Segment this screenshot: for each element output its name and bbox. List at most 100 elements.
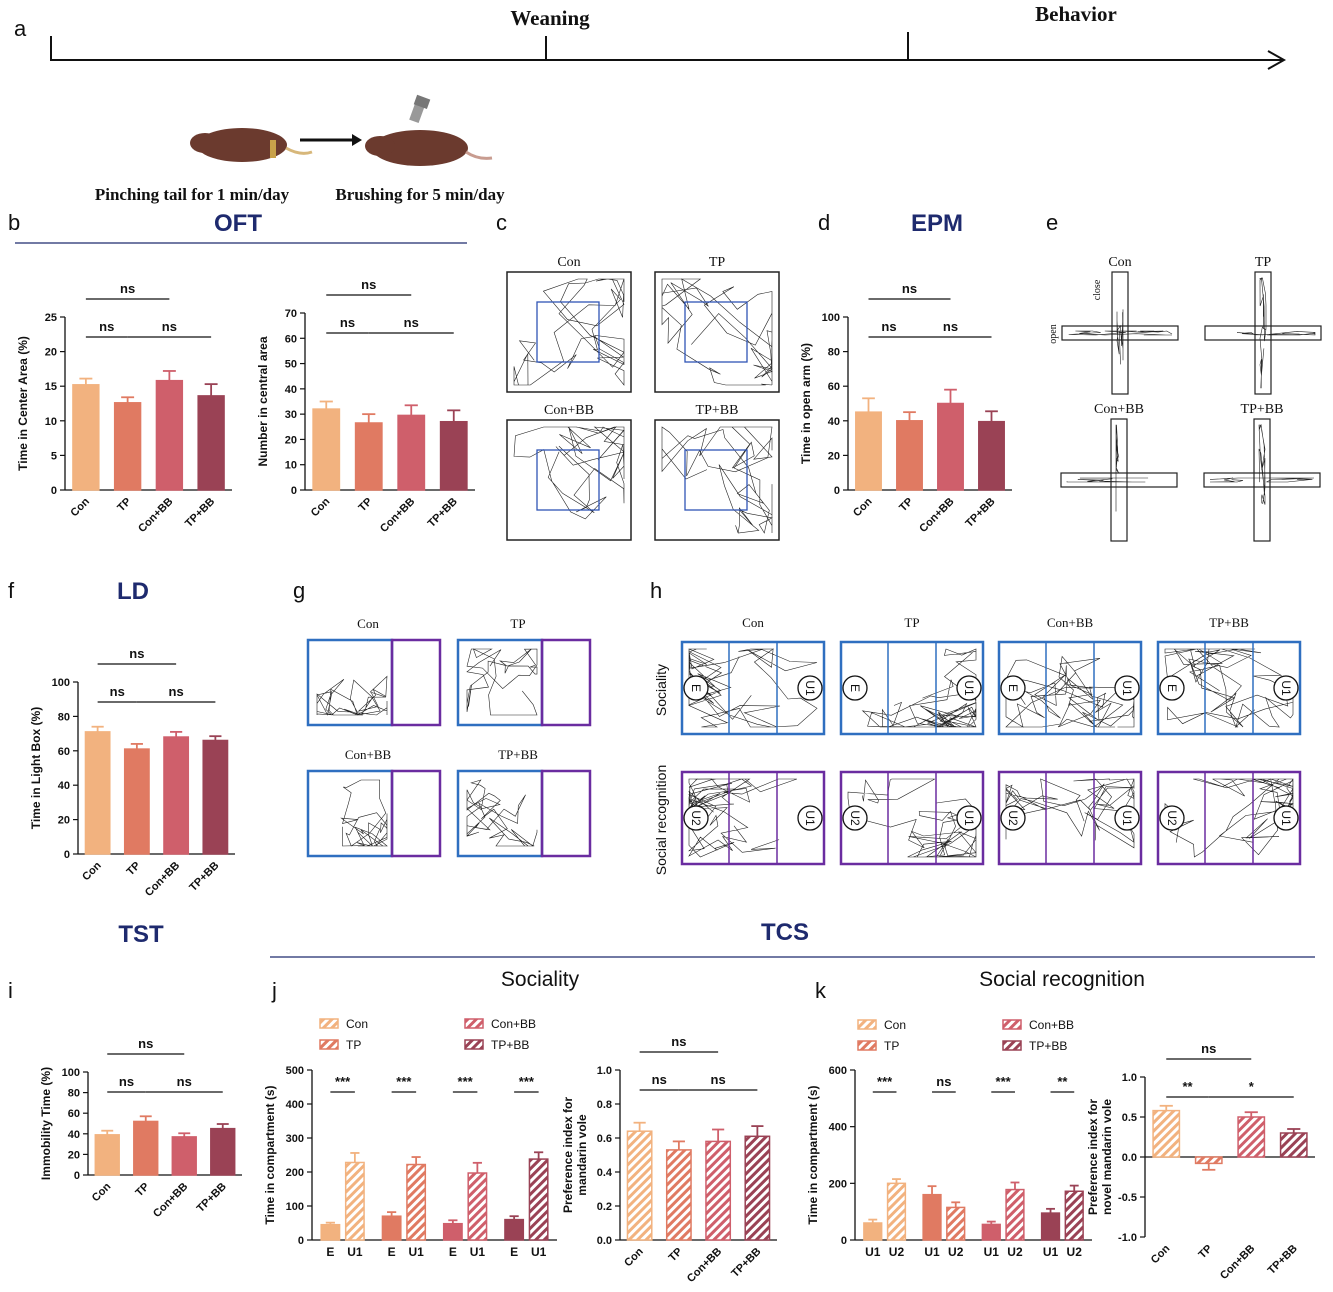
x-tick-label: U1 — [865, 1245, 881, 1259]
y-tick-label: 0.6 — [597, 1133, 612, 1145]
x-tick-label: Con+BB — [151, 1181, 190, 1220]
y-tick-label: 40 — [58, 780, 70, 792]
x-tick-label: TP — [1196, 1243, 1214, 1261]
bar — [744, 1135, 771, 1241]
cage — [956, 675, 982, 701]
bar — [163, 736, 190, 855]
y-axis-label: Time in open arm (%) — [799, 343, 813, 464]
bar — [467, 1172, 488, 1241]
dark-box — [540, 638, 592, 727]
sig-label: ns — [881, 319, 896, 334]
y-tick-label: 60 — [68, 1108, 80, 1120]
track-path — [1116, 309, 1124, 365]
x-tick-label: U2 — [1007, 1245, 1023, 1259]
x-tick-label: U2 — [948, 1245, 964, 1259]
legend-swatch — [319, 1018, 339, 1029]
y-tick-label: 60 — [285, 333, 297, 345]
legend-swatch — [857, 1019, 877, 1030]
legend-swatch — [857, 1040, 877, 1051]
bar — [886, 1182, 907, 1241]
y-tick-label: 400 — [829, 1122, 847, 1134]
chamber-box — [680, 640, 826, 736]
y-tick-label: 0 — [841, 1235, 847, 1247]
bar — [123, 748, 150, 855]
x-tick-label: U1 — [408, 1245, 424, 1259]
y-tick-label: 80 — [58, 711, 70, 723]
y-tick-label: 10 — [45, 416, 57, 428]
y-tick-label: 400 — [286, 1099, 304, 1111]
y-tick-label: 500 — [286, 1065, 304, 1077]
bar — [354, 422, 383, 491]
chamber-label: U2 — [1006, 810, 1020, 826]
bar — [1064, 1190, 1084, 1241]
x-tick-label: Con — [90, 1180, 114, 1204]
bar — [439, 420, 468, 491]
bar — [113, 402, 142, 491]
bar — [320, 1223, 341, 1241]
bar — [397, 414, 426, 491]
chamber-label: U2 — [689, 810, 703, 826]
x-tick-label: Con+BB — [143, 860, 182, 899]
x-tick-label: TP+BB — [963, 496, 997, 530]
chamber-label: U1 — [962, 680, 976, 696]
sig-label: ns — [943, 319, 958, 334]
bar — [855, 411, 882, 491]
track-path — [316, 675, 388, 716]
closed-arm — [1254, 271, 1272, 395]
bar — [863, 1222, 883, 1241]
y-tick-label: 0.4 — [597, 1167, 613, 1179]
sig-label: * — [1249, 1079, 1255, 1094]
center-zone — [536, 301, 600, 363]
y-tick-label: 20 — [45, 347, 57, 359]
panel-letter: b — [8, 210, 20, 235]
track-path — [466, 648, 538, 716]
y-tick-label: 0.8 — [597, 1099, 612, 1111]
cage — [797, 675, 823, 701]
cage — [1000, 675, 1026, 701]
cage — [1159, 805, 1185, 831]
y-axis-label: Immobility Time (%) — [39, 1067, 53, 1180]
sig-label: ns — [129, 646, 144, 661]
bar — [442, 1222, 463, 1241]
y-axis-label: mandarin vole — [575, 1114, 589, 1196]
cage — [1114, 675, 1140, 701]
bar — [381, 1215, 402, 1241]
bar — [922, 1193, 942, 1241]
panel-letter: e — [1046, 210, 1058, 235]
timeline-label: Behavior — [1035, 2, 1117, 26]
section-title: OFT — [214, 210, 262, 237]
bar — [84, 731, 111, 855]
track-label: Con+BB — [345, 747, 392, 762]
track-path — [847, 778, 977, 858]
track-path — [1068, 330, 1173, 336]
section-title: Sociality — [501, 968, 580, 991]
y-tick-label: 0.5 — [1122, 1112, 1137, 1124]
closed-arm — [1253, 418, 1271, 542]
legend-label: Con — [346, 1017, 368, 1031]
section-title: Social recognition — [979, 968, 1145, 991]
chamber-label: E — [689, 684, 703, 692]
sig-label: *** — [458, 1074, 474, 1089]
y-tick-label: 20 — [58, 815, 70, 827]
legend-label: Con+BB — [491, 1017, 536, 1031]
cage — [842, 805, 868, 831]
sig-label: *** — [996, 1074, 1012, 1089]
legend-label: TP — [884, 1039, 899, 1053]
x-tick-label: TP+BB — [1266, 1243, 1300, 1277]
chamber-label: E — [848, 684, 862, 692]
track-label: TP — [510, 616, 525, 631]
track-label: TP+BB — [498, 747, 538, 762]
cage — [842, 675, 868, 701]
timeline-label: Weaning — [510, 6, 590, 30]
chamber-label: U2 — [1165, 810, 1179, 826]
y-tick-label: 1.0 — [597, 1065, 612, 1077]
y-tick-label: 0.0 — [1122, 1152, 1137, 1164]
sig-label: ns — [110, 684, 125, 699]
x-tick-label: TP+BB — [195, 1181, 229, 1215]
y-tick-label: 0 — [834, 485, 840, 497]
y-tick-label: 0 — [51, 485, 57, 497]
x-tick-label: U1 — [347, 1245, 363, 1259]
legend-label: Con — [884, 1018, 906, 1032]
bar — [344, 1161, 365, 1241]
sig-label: ns — [119, 1074, 134, 1089]
